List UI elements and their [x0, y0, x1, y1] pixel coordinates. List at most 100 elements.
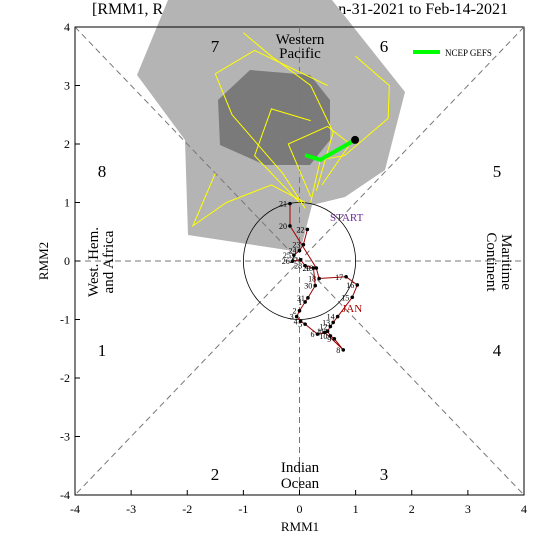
day-label: 8 — [336, 346, 340, 355]
observed-point — [322, 330, 327, 335]
x-axis-label: RMM1 — [281, 519, 319, 534]
phase-label: 5 — [493, 162, 502, 181]
spread-inner — [218, 70, 330, 165]
observed-point — [328, 334, 333, 338]
day-label: 25 — [283, 251, 291, 260]
month-label: JAN — [342, 303, 362, 315]
y-tick-label: 1 — [64, 196, 70, 210]
day-label: 29 — [303, 264, 311, 273]
x-tick-label: 1 — [353, 502, 359, 516]
observed-point — [303, 263, 307, 268]
y-tick-label: -2 — [60, 371, 70, 385]
observed-point — [298, 258, 303, 262]
observed-point — [303, 322, 307, 326]
day-label: 21 — [279, 200, 287, 209]
ensemble-line — [254, 108, 311, 203]
observed-point — [335, 314, 340, 319]
day-label: 20 — [279, 222, 287, 231]
phase-label: 3 — [380, 465, 389, 484]
ensemble-line — [243, 32, 334, 191]
phase-label: 2 — [211, 465, 220, 484]
observed-point — [288, 201, 292, 206]
x-tick-label: -4 — [70, 502, 80, 516]
observed-point — [314, 266, 319, 270]
region-label: West. Hem. — [86, 227, 102, 297]
observed-point — [317, 276, 321, 281]
day-label: 19 — [305, 264, 313, 273]
observed-point — [328, 324, 333, 329]
y-tick-label: -1 — [60, 313, 70, 327]
day-label: 23 — [292, 241, 300, 250]
phase-label: 1 — [98, 341, 107, 360]
region-label: Ocean — [281, 476, 320, 492]
observed-point — [297, 248, 302, 253]
ensemble-line — [191, 173, 306, 228]
ensemble-line — [214, 49, 328, 209]
day-label: 22 — [296, 225, 304, 234]
observed-point — [301, 242, 306, 247]
region-label: Maritime — [498, 234, 514, 290]
x-tick-label: 2 — [409, 502, 415, 516]
day-label: 28 — [294, 262, 302, 271]
x-tick-label: -2 — [182, 502, 192, 516]
day-label: 6 — [310, 330, 314, 339]
x-tick-label: 3 — [465, 502, 471, 516]
phase-label: 4 — [493, 341, 502, 360]
day-label: 11 — [317, 327, 325, 336]
observed-point — [292, 253, 296, 257]
chart-title: n-31-2021 to Feb-14-2021 — [338, 1, 508, 18]
observed-point — [355, 283, 360, 287]
ensemble-line — [310, 55, 390, 203]
day-label: 24 — [289, 246, 297, 255]
day-label: 30 — [304, 282, 312, 291]
day-label: 10 — [319, 332, 327, 341]
day-label: 13 — [322, 318, 330, 327]
x-tick-label: -1 — [238, 502, 248, 516]
observed-point — [298, 319, 303, 324]
observed-point — [344, 274, 348, 279]
phase-label: 8 — [98, 162, 107, 181]
y-tick-label: -4 — [60, 488, 70, 502]
forecast-end — [351, 135, 360, 144]
ensemble-line — [287, 125, 351, 197]
day-label: 26 — [282, 257, 290, 266]
day-label: 18 — [308, 275, 316, 284]
region-label: and Africa — [101, 230, 117, 293]
day-label: 17 — [335, 273, 343, 282]
forecast-line — [304, 138, 357, 162]
day-label: 15 — [341, 293, 349, 302]
day-label: 12 — [319, 323, 327, 332]
observed-point — [297, 308, 302, 313]
region-label: Pacific — [279, 46, 321, 62]
observed-point — [325, 329, 330, 334]
legend-label: NCEP GEFS — [445, 48, 492, 58]
x-tick-label: 4 — [521, 502, 527, 516]
x-tick-label: 0 — [297, 502, 303, 516]
observed-point — [341, 348, 346, 352]
y-axis-label: RMM2 — [36, 242, 51, 280]
observed-point — [305, 227, 310, 232]
observed-point — [303, 300, 307, 304]
y-tick-label: -3 — [60, 430, 70, 444]
day-label: 3 — [290, 313, 294, 322]
day-label: 5 — [298, 320, 302, 329]
observed-point — [331, 320, 335, 325]
day-label: 16 — [346, 281, 354, 290]
observed-point — [332, 337, 337, 341]
day-label: 31 — [297, 294, 305, 303]
y-tick-label: 4 — [64, 20, 70, 34]
observed-point — [290, 259, 295, 263]
observed-point — [350, 295, 355, 300]
day-label: 14 — [327, 313, 335, 322]
chart-title: [RMM1, R — [92, 1, 163, 18]
day-label: 27 — [290, 256, 298, 265]
phase-label: 7 — [211, 37, 220, 56]
region-label: Continent — [483, 232, 499, 292]
x-tick-label: -3 — [126, 502, 136, 516]
y-tick-label: 2 — [64, 137, 70, 151]
observed-point — [313, 283, 318, 288]
day-label: 2 — [293, 307, 297, 316]
region-label: Indian — [281, 460, 320, 476]
observed-point — [311, 266, 316, 270]
